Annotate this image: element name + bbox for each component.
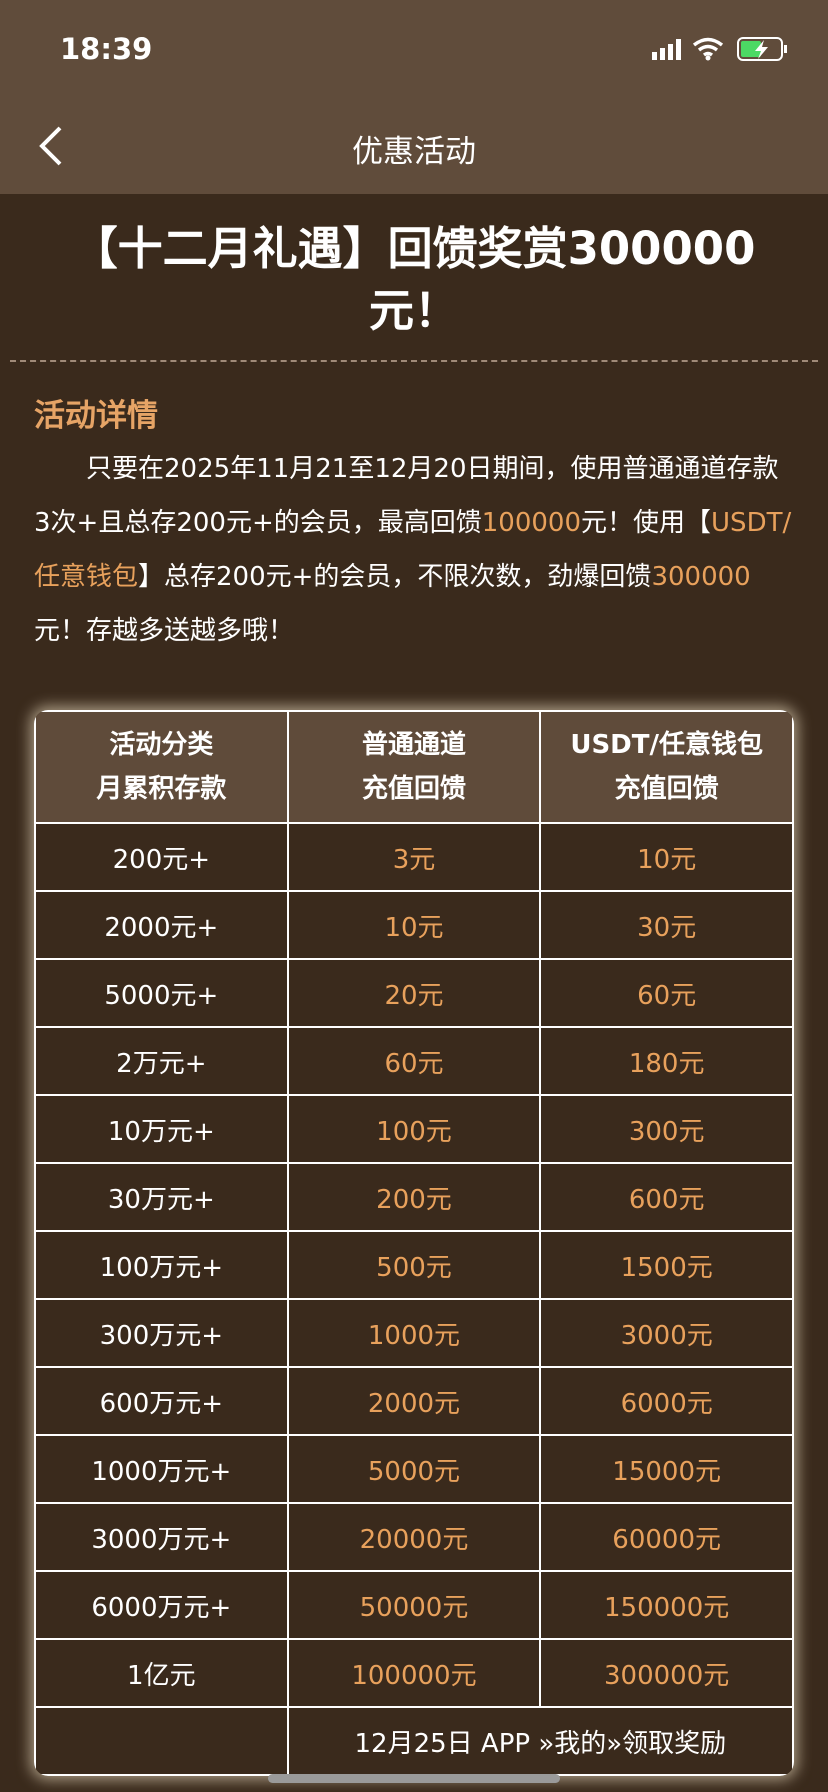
reward-cell: 100000元 [286, 1638, 542, 1708]
reward-table: 活动分类 月累积存款 普通通道 充值回馈 USDT/任意钱包 充值回馈 200元+ 3元 10元… [34, 710, 794, 1776]
reward-cell: 1500元 [539, 1230, 794, 1300]
tier-cell: 6000万元+ [34, 1570, 289, 1640]
tier-cell: 100万元+ [34, 1230, 289, 1300]
reward-cell: 100元 [286, 1094, 542, 1164]
header-bar: 18:39 优惠活动 [0, 0, 828, 194]
header-text: 月累积存款 [96, 774, 227, 804]
table-row: 1000万元+ 5000元 15000元 [34, 1434, 794, 1504]
nav-title: 优惠活动 [352, 134, 476, 170]
status-icons [652, 37, 787, 61]
table-row: 200元+ 3元 10元 [34, 822, 794, 892]
table-row: 3000万元+ 20000元 60000元 [34, 1502, 794, 1572]
header-cell: USDT/任意钱包 充值回馈 [539, 710, 794, 824]
reward-cell: 60元 [539, 958, 794, 1028]
reward-cell: 150000元 [539, 1570, 794, 1640]
section-title: 活动详情 [34, 398, 158, 434]
table-row: 30万元+ 200元 600元 [34, 1162, 794, 1232]
highlight-text: 300000 [651, 562, 751, 592]
reward-cell: 10元 [539, 822, 794, 892]
reward-cell: 6000元 [539, 1366, 794, 1436]
header-cell: 活动分类 月累积存款 [34, 710, 289, 824]
tier-cell: 2000元+ [34, 890, 289, 960]
table-row: 2万元+ 60元 180元 [34, 1026, 794, 1096]
text-span: 】总存200元+的会员，不限次数，劲爆回馈 [138, 562, 652, 592]
empty-cell [34, 1706, 289, 1776]
tier-cell: 1000万元+ [34, 1434, 289, 1504]
reward-cell: 180元 [539, 1026, 794, 1096]
home-indicator [268, 1774, 560, 1783]
reward-cell: 60000元 [539, 1502, 794, 1572]
reward-cell: 15000元 [539, 1434, 794, 1504]
header-text: 活动分类 [109, 730, 214, 760]
footer-row: 12月25日 APP »我的»领取奖励 [34, 1706, 794, 1776]
text-span: 元！存越多送越多哦！ [34, 616, 295, 646]
reward-cell: 500元 [286, 1230, 542, 1300]
header-text: 充值回馈 [614, 774, 719, 804]
reward-cell: 3000元 [539, 1298, 794, 1368]
reward-cell: 200元 [286, 1162, 542, 1232]
tier-cell: 200元+ [34, 822, 289, 892]
headline: 【十二月礼遇】回馈奖赏300000元！ [72, 222, 756, 337]
reward-cell: 20元 [286, 958, 542, 1028]
header-cell: 普通通道 充值回馈 [286, 710, 542, 824]
reward-cell: 3元 [286, 822, 542, 892]
tier-cell: 600万元+ [34, 1366, 289, 1436]
status-time: 18:39 [60, 32, 153, 66]
table-row: 6000万元+ 50000元 150000元 [34, 1570, 794, 1640]
header-text: 充值回馈 [361, 774, 466, 804]
table-row: 10万元+ 100元 300元 [34, 1094, 794, 1164]
details-text: 只要在2025年11月21至12月20日期间，使用普通通道存款3次+且总存200… [34, 442, 794, 658]
highlight-text: 100000 [481, 508, 582, 538]
reward-cell: 300000元 [539, 1638, 794, 1708]
back-button[interactable] [36, 124, 64, 168]
highlight-text: USDT/任意钱包 [34, 508, 792, 592]
text-span: 元！使用【 [581, 508, 712, 538]
divider [10, 360, 818, 362]
reward-cell: 600元 [539, 1162, 794, 1232]
table-row: 300万元+ 1000元 3000元 [34, 1298, 794, 1368]
table-row: 5000元+ 20元 60元 [34, 958, 794, 1028]
tier-cell: 2万元+ [34, 1026, 289, 1096]
header-row: 活动分类 月累积存款 普通通道 充值回馈 USDT/任意钱包 充值回馈 [34, 710, 794, 824]
tier-cell: 300万元+ [34, 1298, 289, 1368]
reward-cell: 50000元 [286, 1570, 542, 1640]
tier-cell: 1亿元 [34, 1638, 289, 1708]
footer-note: 12月25日 APP »我的»领取奖励 [286, 1706, 794, 1776]
header-text: 普通通道 [361, 730, 466, 760]
table-row: 1亿元 100000元 300000元 [34, 1638, 794, 1708]
reward-cell: 60元 [286, 1026, 542, 1096]
table-row: 2000元+ 10元 30元 [34, 890, 794, 960]
reward-cell: 10元 [286, 890, 542, 960]
reward-cell: 300元 [539, 1094, 794, 1164]
reward-cell: 1000元 [286, 1298, 542, 1368]
text-span: 只要在2025年11月21至12月20日期间，使用普通通道存款3次+且总存200… [34, 454, 779, 538]
reward-cell: 30元 [539, 890, 794, 960]
tier-cell: 5000元+ [34, 958, 289, 1028]
reward-cell: 5000元 [286, 1434, 542, 1504]
header-text: USDT/任意钱包 [570, 730, 763, 760]
tier-cell: 3000万元+ [34, 1502, 289, 1572]
tier-cell: 10万元+ [34, 1094, 289, 1164]
tier-cell: 30万元+ [34, 1162, 289, 1232]
reward-cell: 20000元 [286, 1502, 542, 1572]
table-row: 600万元+ 2000元 6000元 [34, 1366, 794, 1436]
reward-cell: 2000元 [286, 1366, 542, 1436]
table-row: 100万元+ 500元 1500元 [34, 1230, 794, 1300]
